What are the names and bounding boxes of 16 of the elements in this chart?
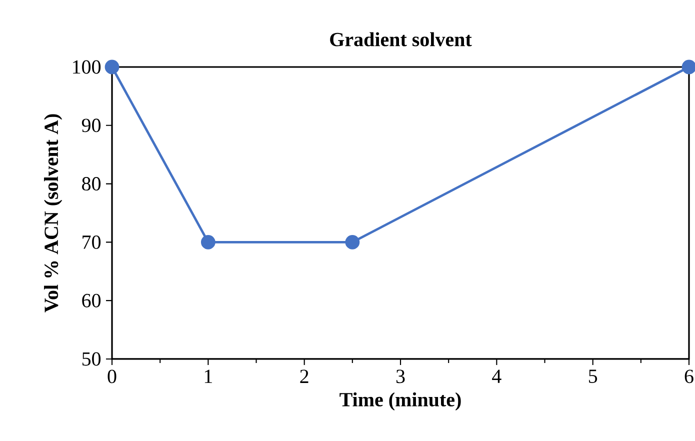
y-tick-label: 90 xyxy=(82,118,101,132)
x-tick-label: 1 xyxy=(204,370,212,383)
x-tick-label: 5 xyxy=(589,370,598,383)
chart-title: Gradient solvent xyxy=(330,32,472,46)
y-tick-label: 50 xyxy=(82,352,101,366)
x-tick-label: 0 xyxy=(108,370,116,384)
x-tick-label: 2 xyxy=(300,370,308,383)
x-tick-label: 3 xyxy=(396,370,405,384)
x-tick-label: 6 xyxy=(684,370,694,384)
y-tick-label: 100 xyxy=(73,60,101,74)
y-tick-label: 80 xyxy=(82,177,101,191)
x-axis-title: Time (minute) xyxy=(340,392,461,410)
y-axis-title: Vol % ACN (solvent A) xyxy=(44,114,62,312)
x-tick-label: 4 xyxy=(492,370,502,383)
y-tick-label: 60 xyxy=(82,294,101,308)
y-tick-label: 70 xyxy=(82,235,101,249)
